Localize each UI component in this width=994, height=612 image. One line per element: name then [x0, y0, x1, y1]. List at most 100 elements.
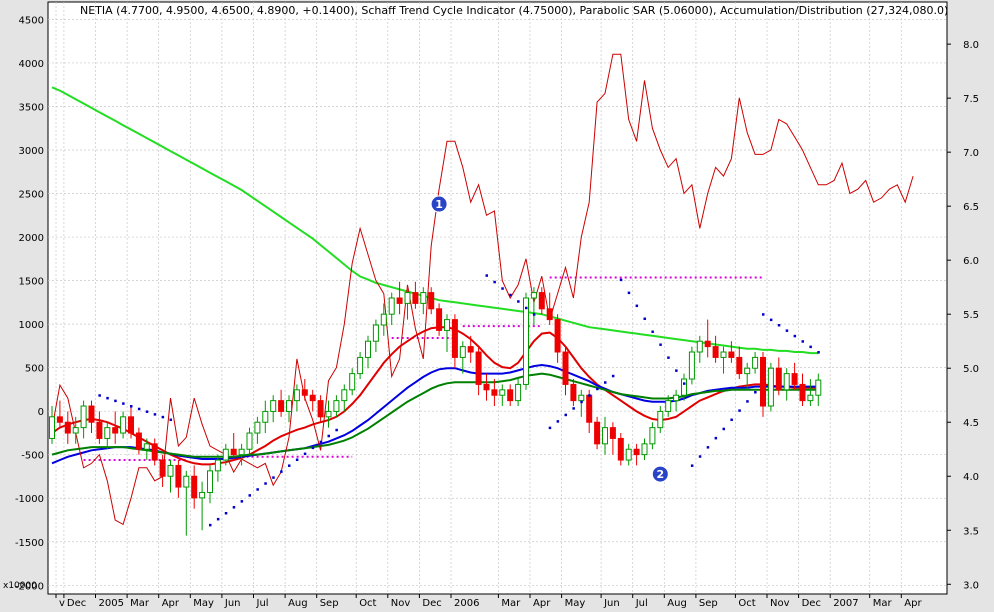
- sar-dot: [651, 330, 654, 333]
- left-tick-label: 3000: [19, 146, 44, 157]
- sar-dot: [698, 455, 702, 458]
- candle-body: [159, 459, 166, 477]
- sar-dot: [303, 452, 307, 456]
- candle-body: [704, 340, 711, 348]
- candle-body: [483, 383, 490, 391]
- candle-body: [128, 416, 134, 434]
- candle-body: [594, 421, 601, 445]
- candle-body: [222, 448, 229, 461]
- candle-body: [64, 421, 71, 434]
- axes: 4500 4000 3500 3000 2500 2000 1500 1000 500 0 -500…: [15, 15, 979, 609]
- marker-label: 2: [656, 468, 664, 481]
- candle-body: [491, 389, 498, 396]
- sar-dot: [619, 278, 623, 282]
- x-tick-label: May: [565, 598, 586, 608]
- candle-body: [688, 351, 695, 380]
- left-tick-label: 0: [38, 407, 44, 418]
- left-tick-label: -1500: [15, 538, 44, 549]
- candle-body: [349, 373, 356, 391]
- sar-dot: [667, 356, 670, 359]
- sar-dot: [232, 506, 236, 509]
- candle-body: [262, 410, 269, 423]
- plot-area: [47, 1, 948, 595]
- sar-dot: [272, 476, 275, 479]
- sar-dot: [280, 470, 283, 473]
- sar-dot: [335, 428, 338, 432]
- candle-body: [80, 405, 87, 429]
- candle-body: [333, 400, 340, 412]
- left-tick-label: 4000: [19, 59, 44, 70]
- sar-dot: [659, 343, 662, 346]
- candle-body: [720, 351, 727, 358]
- sar-dot: [643, 317, 646, 321]
- candle-body: [270, 400, 277, 412]
- x-tick-label: Jul: [635, 598, 648, 608]
- left-tick-label: -1000: [15, 494, 44, 505]
- sar-dot: [556, 420, 560, 423]
- candle-body: [633, 448, 640, 456]
- candle-body: [444, 319, 450, 331]
- candle-body: [412, 292, 419, 304]
- x-tick-label: Nov: [391, 598, 411, 608]
- x-tick-label: Jul: [256, 598, 269, 608]
- candle-body: [586, 394, 593, 423]
- sar-dot: [153, 413, 157, 416]
- candle-body: [736, 356, 743, 375]
- x-tick-label: Sep: [699, 598, 718, 608]
- x-tick-label: Dec: [67, 598, 86, 608]
- marker-label: 1: [435, 198, 443, 211]
- candle-body: [341, 389, 348, 402]
- candle-body: [143, 443, 150, 450]
- multiplier-label: x10000: [3, 581, 37, 591]
- right-tick-label: 4.5: [963, 418, 979, 429]
- sar-dot: [769, 318, 773, 322]
- sar-dot: [675, 369, 678, 372]
- chart-title: NETIA (4.7700, 4.9500, 4.6500, 4.8900, +…: [80, 4, 948, 17]
- sar-dot: [548, 426, 552, 430]
- right-tick-label: 5.5: [963, 310, 979, 321]
- candle-body: [523, 297, 529, 385]
- candle-body: [665, 400, 672, 412]
- sar-dot: [240, 500, 244, 503]
- candle-body: [815, 379, 822, 396]
- right-tick-label: 3.0: [963, 580, 979, 591]
- candle-body: [602, 427, 608, 445]
- candle-body: [396, 297, 403, 304]
- x-tick-label: 2007: [833, 598, 858, 608]
- sar-dot: [572, 407, 575, 410]
- candle-body: [428, 292, 435, 310]
- candle-body: [570, 383, 577, 402]
- x-tick-label: v: [59, 598, 65, 608]
- candle-body: [807, 394, 814, 402]
- sar-dot: [706, 446, 710, 449]
- sar-dot: [517, 300, 520, 303]
- series-line: [51, 372, 819, 458]
- right-tick-label: 5.0: [963, 364, 979, 375]
- sar-dot: [627, 291, 631, 295]
- candle-body: [657, 410, 664, 429]
- candle-body: [791, 373, 798, 385]
- candle-body: [175, 464, 182, 488]
- left-tick-label: 500: [25, 364, 44, 375]
- sar-dot: [216, 517, 220, 521]
- candle-body: [151, 443, 158, 461]
- x-tick-label: Jun: [603, 598, 620, 608]
- parabolic-sar-dots: [98, 274, 820, 527]
- candle-body: [357, 356, 364, 375]
- candle-body: [88, 405, 95, 423]
- sar-dot: [224, 511, 228, 515]
- sar-dot: [738, 409, 741, 412]
- sar-dot: [714, 436, 718, 440]
- candle-body: [293, 389, 300, 402]
- series-line: [51, 326, 819, 466]
- candle-body: [404, 292, 411, 304]
- candle-body: [238, 448, 245, 456]
- candle-body: [609, 427, 616, 439]
- markers: 12: [430, 195, 669, 483]
- x-tick-label: Nov: [770, 598, 790, 608]
- sar-dot: [532, 313, 536, 316]
- candle-body: [246, 432, 253, 450]
- sar-dot: [762, 313, 765, 316]
- sar-dot: [801, 340, 804, 343]
